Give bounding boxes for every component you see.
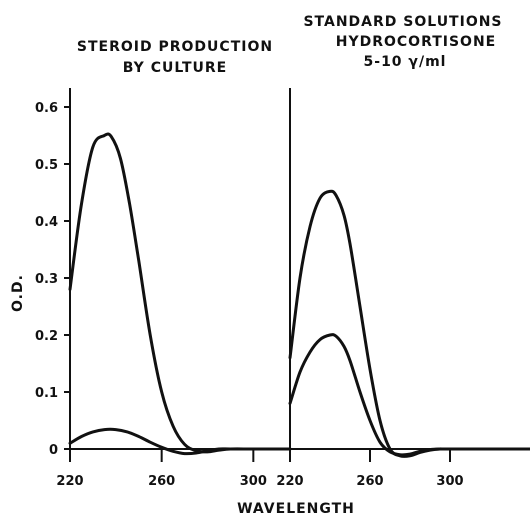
panel-2-title-line-1: STANDARD SOLUTIONS — [303, 14, 502, 30]
x-tick-label: 260 — [148, 474, 175, 489]
x-axis-label: WAVELENGTH — [237, 501, 355, 517]
panel-1-curve-1 — [68, 132, 292, 454]
x-tick-label: 220 — [276, 474, 303, 489]
panel-1-title-line-1: STEROID PRODUCTION — [77, 39, 273, 55]
x-tick-label: 300 — [240, 474, 267, 489]
panel-1-title-line-2: BY CULTURE — [123, 60, 227, 76]
panel-2-title-line-3: 5-10 γ/ml — [364, 54, 447, 70]
y-tick-label: 0.5 — [35, 158, 58, 173]
y-tick-label: 0.1 — [35, 386, 58, 401]
x-tick-label: 300 — [436, 474, 463, 489]
panel-1-curve-2 — [68, 427, 292, 456]
y-tick-label: 0 — [49, 443, 58, 458]
x-tick-label: 260 — [356, 474, 383, 489]
panel-2-curve-2 — [288, 333, 530, 457]
panel-2-curve-1 — [288, 189, 530, 458]
y-tick-label: 0.2 — [35, 329, 58, 344]
panel-2-title-line-2: HYDROCORTISONE — [336, 34, 497, 50]
y-tick-label: 0.6 — [35, 101, 58, 116]
x-ticks: 220 260 300 220 260 300 — [56, 449, 464, 489]
x-tick-label: 220 — [56, 474, 83, 489]
y-tick-label: 0.4 — [35, 215, 58, 230]
y-axis-label: O.D. — [10, 274, 26, 312]
y-tick-label: 0.3 — [35, 272, 58, 287]
y-ticks: 0.6 0.5 0.4 0.3 0.2 0.1 0 — [35, 101, 70, 458]
curves — [68, 132, 530, 458]
